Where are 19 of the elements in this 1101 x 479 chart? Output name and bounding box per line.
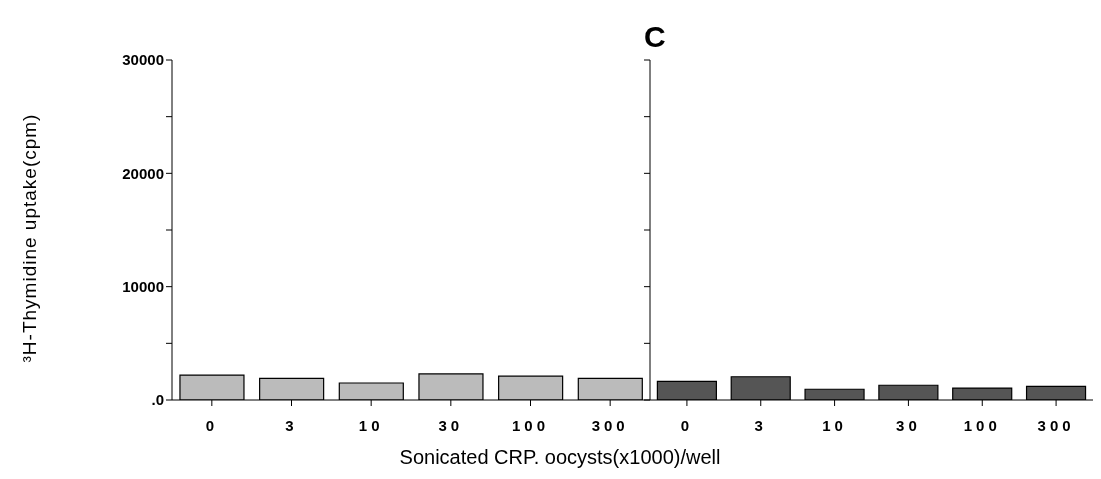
x-tick-label: 0	[205, 416, 219, 434]
y-tick-label: 10000	[122, 277, 164, 295]
x-tick-label: 300	[591, 416, 629, 434]
x-tick-label: 30	[438, 416, 464, 434]
y-tick-label: .0	[151, 391, 164, 409]
x-tick-label: 10	[358, 416, 384, 434]
x-tick-label: 10	[822, 416, 847, 434]
x-axis-title: Sonicated CRP. oocysts(x1000)/well	[398, 446, 722, 469]
y-tick-label: 30000	[122, 51, 164, 69]
x-tick-label: 3	[285, 416, 298, 434]
y-axis-title: ³H-Thymidine uptake(cpm)	[19, 113, 41, 363]
chart-title: C	[644, 20, 666, 54]
x-tick-label: 30	[896, 416, 921, 434]
x-tick-label: 100	[963, 416, 1001, 434]
x-tick-label: 100	[511, 416, 550, 434]
y-tick-label: 20000	[122, 164, 164, 182]
x-tick-label: 300	[1037, 416, 1075, 434]
x-tick-label: 0	[680, 416, 694, 434]
x-tick-label: 3	[754, 416, 767, 434]
